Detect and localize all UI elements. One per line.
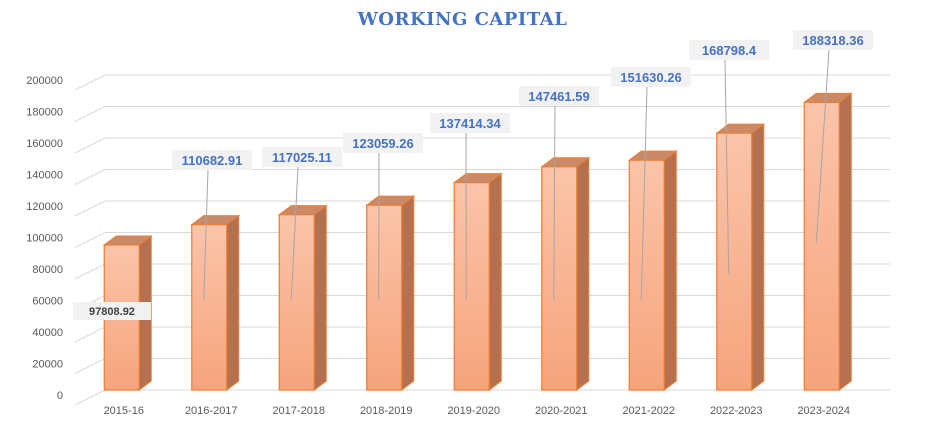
y-tick-label: 200000 <box>26 75 63 87</box>
bar-side <box>226 214 240 391</box>
data-label-leader <box>815 49 830 244</box>
gridline-diagonal <box>74 389 106 406</box>
data-label: 117025.11 <box>272 150 332 165</box>
data-label-box <box>73 302 151 320</box>
y-tick-label: 40000 <box>32 327 63 339</box>
x-tick-label: 2023-2024 <box>797 405 850 417</box>
gridline-diagonal <box>74 137 106 154</box>
data-label-leader <box>640 86 648 301</box>
data-label-leader <box>290 166 299 301</box>
data-label: 110682.91 <box>182 153 243 168</box>
gridline-diagonal <box>74 106 106 122</box>
x-tick-label: 2018-2019 <box>360 405 413 417</box>
y-tick-label: 60000 <box>32 296 63 308</box>
data-label: 97808.92 <box>89 306 135 318</box>
bar-side <box>401 195 415 391</box>
gridline-diagonal <box>74 169 106 185</box>
x-tick-label: 2019-2020 <box>447 405 500 417</box>
y-tick-label: 160000 <box>26 138 63 150</box>
gridline-diagonal <box>74 74 106 91</box>
x-tick-label: 2016-2017 <box>185 405 238 417</box>
bar <box>453 181 490 391</box>
bar-side <box>663 150 677 391</box>
data-label-box <box>262 147 342 167</box>
gridline-diagonal <box>74 232 106 248</box>
data-label-box <box>343 133 423 153</box>
data-label-box <box>611 67 691 87</box>
y-tick-label: 0 <box>57 390 63 402</box>
data-label: 188318.36 <box>802 33 863 48</box>
gridline-diagonal <box>74 263 106 280</box>
bar <box>803 101 840 391</box>
data-label: 147461.59 <box>528 89 589 104</box>
bar-side <box>576 156 590 391</box>
gridline-diagonal <box>74 200 106 217</box>
bar-side <box>751 123 765 391</box>
y-tick-label: 140000 <box>26 170 63 182</box>
gridline-diagonal <box>74 358 106 374</box>
bar <box>716 132 753 391</box>
data-label-box <box>519 86 599 106</box>
data-label-box <box>172 150 252 170</box>
data-label: 151630.26 <box>620 70 681 85</box>
bar-side <box>488 172 502 391</box>
y-tick-label: 80000 <box>32 264 63 276</box>
data-label-leader <box>724 59 730 275</box>
bar-side <box>313 204 327 391</box>
bar <box>541 166 578 391</box>
data-label-leader <box>203 169 209 301</box>
y-tick-label: 100000 <box>26 233 63 245</box>
bar <box>278 214 315 391</box>
x-tick-label: 2022-2023 <box>710 405 763 417</box>
chart-title: WORKING CAPITAL <box>357 9 568 30</box>
data-label: 137414.34 <box>439 116 501 131</box>
data-label: 168798.4 <box>702 43 757 58</box>
gridline-diagonal <box>74 326 106 343</box>
data-label-leader <box>553 105 556 301</box>
y-tick-label: 120000 <box>26 201 63 213</box>
y-tick-label: 20000 <box>32 359 63 371</box>
x-tick-label: 2021-2022 <box>622 405 675 417</box>
bar <box>191 224 228 391</box>
bar <box>628 159 665 391</box>
data-label-box <box>793 30 873 50</box>
bar-side <box>838 92 852 391</box>
x-tick-label: 2017-2018 <box>272 405 325 417</box>
bar <box>366 204 403 391</box>
x-tick-label: 2015-16 <box>104 405 144 417</box>
data-label-box <box>689 40 769 60</box>
data-label: 123059.26 <box>352 136 413 151</box>
y-tick-label: 180000 <box>26 107 63 119</box>
data-label-box <box>430 113 510 133</box>
x-tick-label: 2020-2021 <box>535 405 588 417</box>
